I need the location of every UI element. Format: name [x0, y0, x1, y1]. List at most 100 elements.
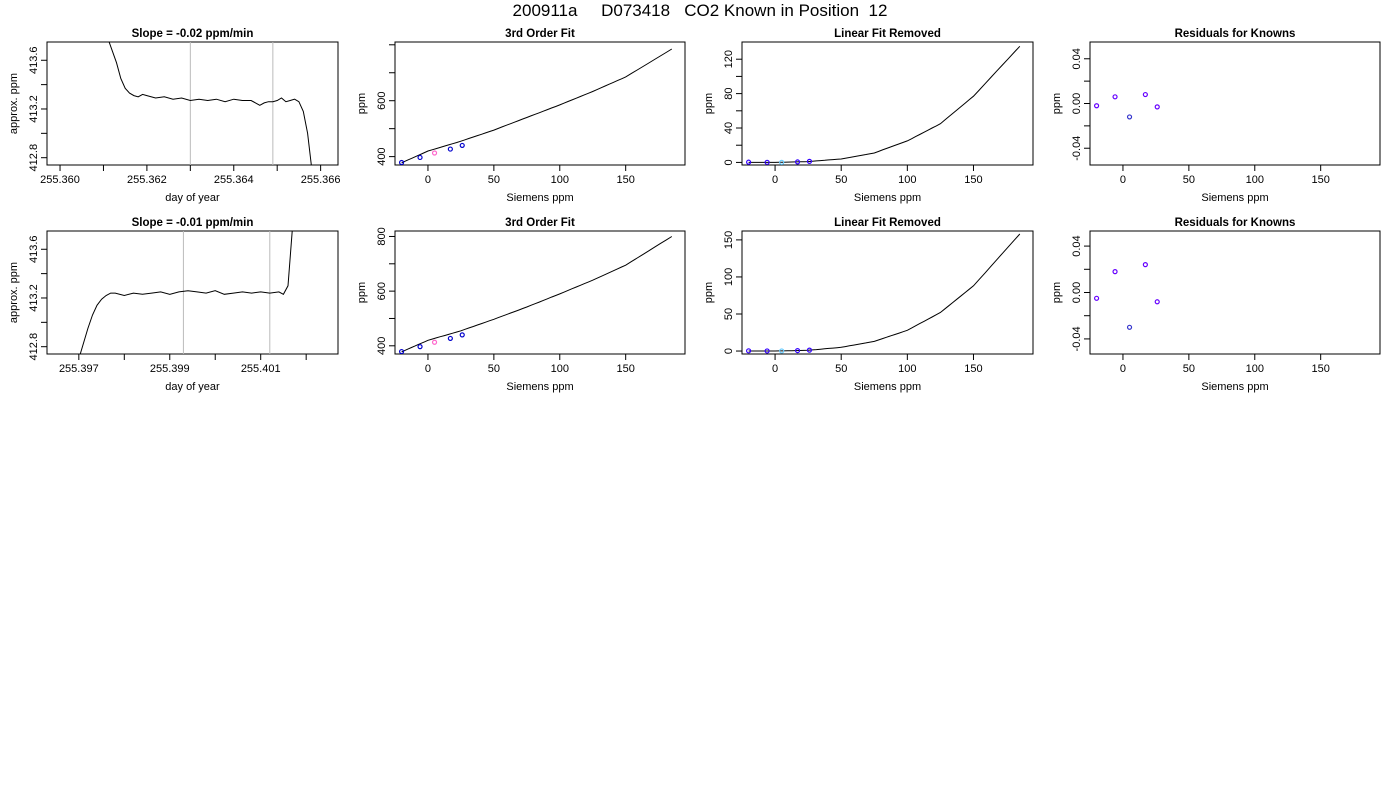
data-point — [1154, 299, 1160, 305]
y-tick-label: 40 — [723, 122, 735, 134]
series-line — [748, 233, 1021, 352]
data-point — [398, 348, 405, 354]
x-tick-label: 150 — [617, 174, 635, 186]
data-point — [806, 158, 813, 164]
plot-area — [1093, 262, 1160, 330]
data-point — [1093, 295, 1100, 301]
x-axis-label: Siemens ppm — [854, 192, 921, 204]
data-point — [1112, 94, 1118, 100]
chart-title: Residuals for Knowns — [1175, 217, 1296, 229]
chart-title: 3rd Order Fit — [505, 217, 575, 229]
y-tick-label: 80 — [723, 87, 735, 99]
series-line — [79, 231, 293, 354]
y-tick-label: -0.04 — [1071, 136, 1083, 161]
data-point — [447, 335, 453, 342]
data-point — [794, 159, 801, 165]
y-tick-label: 600 — [376, 92, 388, 110]
chart-panel-3: Linear Fit Removed 0 50 100 150 0 40 80 120 Sieme… — [703, 28, 1034, 204]
series-line — [401, 236, 673, 353]
y-tick-label: 0.00 — [1071, 282, 1083, 303]
y-tick-label: 412.8 — [28, 333, 40, 361]
data-point — [1142, 91, 1148, 98]
chart-panel-7: Linear Fit Removed 0 50 100 150 0 50 100 150 Siem… — [703, 217, 1034, 393]
x-tick-label: 100 — [551, 174, 569, 186]
x-axis-label: Siemens ppm — [506, 192, 573, 204]
chart-title: Linear Fit Removed — [834, 217, 941, 229]
data-point — [431, 150, 438, 156]
y-tick-label: 400 — [376, 337, 388, 355]
y-tick-label: 120 — [723, 50, 735, 68]
x-tick-label: 50 — [835, 363, 847, 375]
y-tick-label: 412.8 — [28, 144, 40, 172]
plot-frame — [741, 41, 1034, 166]
x-tick-label: 50 — [1183, 174, 1195, 186]
x-tick-label: 255.364 — [214, 174, 254, 186]
data-point — [779, 348, 785, 354]
y-axis-label: ppm — [356, 93, 368, 114]
data-point — [1154, 104, 1160, 110]
x-axis-label: Siemens ppm — [1201, 381, 1268, 393]
y-tick-label: 0.04 — [1071, 235, 1083, 256]
series-line — [401, 48, 673, 164]
plot-frame — [1089, 41, 1381, 166]
x-tick-label: 100 — [898, 174, 916, 186]
x-tick-label: 150 — [1312, 363, 1330, 375]
x-tick-label: 0 — [772, 174, 778, 186]
x-tick-label: 0 — [1120, 363, 1126, 375]
data-point — [398, 159, 405, 165]
data-point — [1126, 114, 1133, 120]
data-point — [746, 348, 752, 354]
x-tick-label: 150 — [617, 363, 635, 375]
plot-area — [746, 45, 1021, 165]
x-tick-label: 255.360 — [40, 174, 80, 186]
chart-title: 3rd Order Fit — [505, 28, 575, 40]
chart-title: Slope = -0.01 ppm/min — [132, 217, 254, 229]
x-tick-label: 100 — [551, 363, 569, 375]
x-axis-label: Siemens ppm — [506, 381, 573, 393]
plot-frame — [394, 230, 686, 355]
chart-panel-4: Residuals for Knowns 0 50 100 150 -0.04 0.00 0.… — [1051, 28, 1381, 204]
plot-frame — [741, 230, 1034, 355]
y-tick-label: 400 — [376, 147, 388, 165]
y-tick-label: 413.2 — [28, 284, 40, 312]
data-point — [779, 159, 785, 165]
x-tick-label: 150 — [1312, 174, 1330, 186]
x-tick-label: 255.366 — [301, 174, 341, 186]
data-point — [1126, 324, 1133, 330]
y-tick-label: 413.6 — [28, 236, 40, 264]
y-tick-label: 50 — [723, 308, 735, 320]
y-tick-label: 0.00 — [1071, 93, 1083, 114]
plot-frame — [1089, 230, 1381, 355]
chart-title: Linear Fit Removed — [834, 28, 941, 40]
x-tick-label: 100 — [1246, 174, 1264, 186]
chart-panel-6: 3rd Order Fit 0 50 100 150 400 600 800 Siemens p… — [356, 217, 686, 393]
data-point — [417, 344, 423, 350]
plot-frame — [46, 230, 339, 355]
x-axis-label: day of year — [165, 381, 220, 393]
plot-area — [1093, 91, 1160, 120]
x-tick-label: 0 — [1120, 174, 1126, 186]
y-axis-label: ppm — [1051, 282, 1063, 303]
data-point — [459, 142, 465, 149]
y-tick-label: 0.04 — [1071, 48, 1083, 69]
data-point — [794, 347, 801, 354]
chart-panel-8: Residuals for Knowns 0 50 100 150 -0.04 0.00 0.… — [1051, 217, 1381, 393]
y-axis-label: ppm — [703, 93, 715, 114]
chart-panel-2: 3rd Order Fit 0 50 100 150 400 600 Siemens ppm p… — [356, 28, 686, 204]
plot-area — [108, 42, 312, 165]
data-point — [459, 332, 465, 338]
data-point — [1142, 262, 1148, 268]
x-tick-label: 150 — [964, 363, 982, 375]
data-point — [447, 146, 453, 152]
chart-panel-1: Slope = -0.02 ppm/min 255.360 255.362 255.3… — [8, 28, 341, 204]
y-axis-label: ppm — [356, 282, 368, 303]
y-tick-label: -0.04 — [1071, 326, 1083, 351]
x-tick-label: 255.362 — [127, 174, 167, 186]
figure-title: 200911a D073418 CO2 Known in Position 12 — [512, 1, 888, 20]
x-tick-label: 50 — [488, 174, 500, 186]
data-point — [1112, 269, 1118, 275]
x-axis-label: Siemens ppm — [854, 381, 921, 393]
y-axis-label: ppm — [703, 282, 715, 303]
x-tick-label: 50 — [835, 174, 847, 186]
